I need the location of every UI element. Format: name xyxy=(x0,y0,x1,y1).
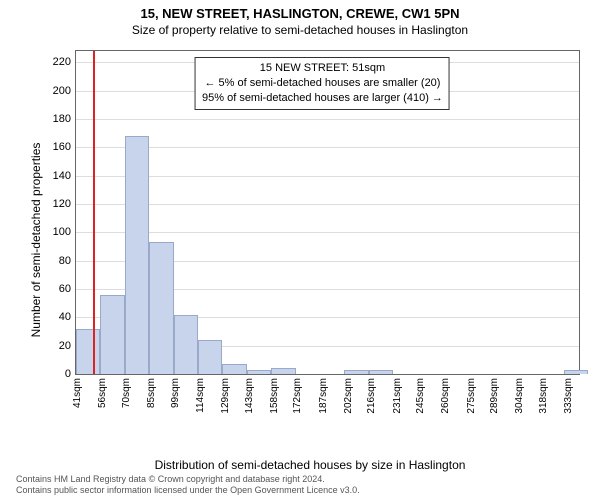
y-tick-label: 40 xyxy=(59,311,76,323)
x-tick-label: 99sqm xyxy=(170,378,181,408)
y-tick-label: 220 xyxy=(53,56,76,68)
subtitle: Size of property relative to semi-detach… xyxy=(0,21,600,37)
gridline-h xyxy=(76,204,579,205)
y-tick-label: 60 xyxy=(59,283,76,295)
y-tick-label: 100 xyxy=(53,226,76,238)
plot-area: 02040608010012014016018020022041sqm56sqm… xyxy=(75,50,580,375)
x-tick-label: 172sqm xyxy=(292,378,303,414)
y-tick-label: 20 xyxy=(59,340,76,352)
x-tick-label: 129sqm xyxy=(220,378,231,414)
x-tick-label: 245sqm xyxy=(415,378,426,414)
histogram-bar xyxy=(344,370,368,374)
x-axis-label: Distribution of semi-detached houses by … xyxy=(155,458,466,472)
histogram-bar xyxy=(125,136,149,374)
annotation-line2: ← 5% of semi-detached houses are smaller… xyxy=(202,76,443,91)
x-tick-label: 304sqm xyxy=(514,378,525,414)
x-tick-label: 41sqm xyxy=(72,378,83,408)
annotation-box: 15 NEW STREET: 51sqm ← 5% of semi-detach… xyxy=(195,57,450,110)
histogram-bar xyxy=(76,329,100,374)
x-tick-label: 202sqm xyxy=(343,378,354,414)
x-tick-label: 231sqm xyxy=(392,378,403,414)
annotation-line3: 95% of semi-detached houses are larger (… xyxy=(202,91,443,106)
x-tick-label: 114sqm xyxy=(195,378,206,413)
annotation-line1: 15 NEW STREET: 51sqm xyxy=(202,61,443,76)
y-tick-label: 80 xyxy=(59,255,76,267)
x-tick-label: 333sqm xyxy=(563,378,574,414)
x-tick-label: 187sqm xyxy=(318,378,329,414)
x-tick-label: 158sqm xyxy=(269,378,280,414)
x-tick-label: 289sqm xyxy=(489,378,500,414)
x-tick-label: 318sqm xyxy=(538,378,549,414)
histogram-bar xyxy=(100,295,124,374)
main-title: 15, NEW STREET, HASLINGTON, CREWE, CW1 5… xyxy=(0,0,600,21)
gridline-h xyxy=(76,232,579,233)
y-axis-label: Number of semi-detached properties xyxy=(29,143,43,338)
x-tick-label: 216sqm xyxy=(366,378,377,414)
y-tick-label: 140 xyxy=(53,170,76,182)
x-tick-label: 56sqm xyxy=(97,378,108,408)
x-tick-label: 70sqm xyxy=(121,378,132,408)
histogram-bar xyxy=(198,340,222,374)
y-tick-label: 120 xyxy=(53,198,76,210)
y-tick-label: 180 xyxy=(53,113,76,125)
footer: Contains HM Land Registry data © Crown c… xyxy=(16,474,360,497)
x-tick-label: 85sqm xyxy=(146,378,157,408)
histogram-bar xyxy=(174,315,198,375)
footer-line1: Contains HM Land Registry data © Crown c… xyxy=(16,474,360,485)
histogram-bar xyxy=(222,364,246,374)
y-tick-label: 200 xyxy=(53,85,76,97)
histogram-bar xyxy=(564,370,588,374)
gridline-h xyxy=(76,147,579,148)
gridline-h xyxy=(76,176,579,177)
reference-line xyxy=(93,51,95,374)
plot-outer: Number of semi-detached properties 02040… xyxy=(40,50,580,430)
footer-line2: Contains public sector information licen… xyxy=(16,485,360,496)
x-tick-label: 275sqm xyxy=(466,378,477,414)
y-tick-label: 160 xyxy=(53,141,76,153)
histogram-bar xyxy=(149,242,173,374)
x-tick-label: 260sqm xyxy=(440,378,451,414)
histogram-bar xyxy=(369,370,393,374)
histogram-bar xyxy=(247,370,271,374)
x-tick-label: 143sqm xyxy=(244,378,255,414)
gridline-h xyxy=(76,119,579,120)
histogram-bar xyxy=(271,368,295,374)
